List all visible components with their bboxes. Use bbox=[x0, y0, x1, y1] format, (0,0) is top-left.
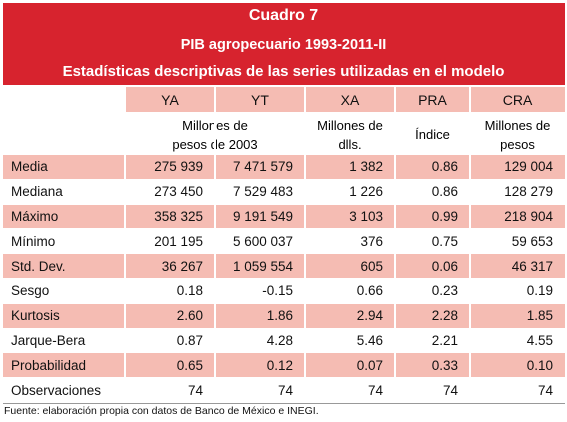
cell-value: 0.65 bbox=[176, 357, 203, 373]
column-header: YT bbox=[251, 91, 269, 108]
cell-value: 5.46 bbox=[356, 332, 383, 348]
row-label: Sesgo bbox=[11, 283, 50, 299]
cell-value: 201 195 bbox=[154, 233, 203, 249]
row-label: Observaciones bbox=[11, 382, 102, 398]
cell-value: 4.28 bbox=[266, 332, 293, 348]
cell-value: 74 bbox=[367, 382, 383, 398]
cell-value: 1.86 bbox=[266, 308, 293, 324]
cell-value: 0.19 bbox=[526, 283, 553, 299]
cell-value: 128 279 bbox=[504, 184, 553, 200]
row-band bbox=[3, 155, 565, 179]
row-label: Jarque-Bera bbox=[11, 332, 86, 348]
unit-label: Índice bbox=[415, 127, 450, 142]
column-header: PRA bbox=[418, 91, 447, 108]
column-separator bbox=[304, 87, 306, 403]
cell-value: 74 bbox=[187, 382, 203, 398]
cell-value: 0.99 bbox=[431, 208, 458, 224]
cell-value: 74 bbox=[442, 382, 458, 398]
cell-value: 74 bbox=[537, 382, 553, 398]
row-band bbox=[3, 303, 565, 328]
column-separator bbox=[394, 87, 396, 403]
row-label: Std. Dev. bbox=[11, 258, 66, 274]
cell-value: 2.21 bbox=[431, 332, 458, 348]
source-note: Fuente: elaboración propia con datos de … bbox=[4, 405, 319, 417]
cell-value: 0.86 bbox=[431, 184, 458, 200]
unit-label: Millones de pesos bbox=[484, 118, 551, 152]
table-number: Cuadro 7 bbox=[248, 7, 319, 24]
cell-value: 4.55 bbox=[526, 332, 553, 348]
title-band bbox=[3, 3, 565, 85]
cell-value: 0.66 bbox=[356, 283, 383, 299]
column-separator bbox=[124, 87, 126, 403]
cell-value: 129 004 bbox=[504, 159, 553, 175]
cell-value: 275 939 bbox=[154, 159, 203, 175]
bottom-rule bbox=[3, 403, 565, 404]
cell-value: 1 226 bbox=[349, 184, 383, 200]
cell-value: 0.86 bbox=[431, 159, 458, 175]
row-label: Media bbox=[11, 159, 48, 175]
cell-value: 0.75 bbox=[431, 233, 458, 249]
cell-value: 0.18 bbox=[176, 283, 203, 299]
row-label: Probabilidad bbox=[11, 357, 87, 373]
cell-value: 1.85 bbox=[526, 308, 553, 324]
cell-value: 0.87 bbox=[176, 332, 203, 348]
cell-value: 358 325 bbox=[154, 208, 203, 224]
cell-value: 273 450 bbox=[154, 184, 203, 200]
cell-value: 605 bbox=[360, 258, 383, 274]
cell-value: 1 382 bbox=[349, 159, 383, 175]
table-subtitle: Estadísticas descriptivas de las series … bbox=[62, 63, 505, 80]
row-label: Mínimo bbox=[11, 233, 56, 249]
row-label: Máximo bbox=[11, 208, 59, 224]
cell-value: 59 653 bbox=[511, 233, 553, 249]
row-band bbox=[3, 353, 565, 378]
column-header: CRA bbox=[502, 91, 533, 108]
cell-value: 0.23 bbox=[431, 283, 458, 299]
cell-value: 7 529 483 bbox=[232, 184, 293, 200]
cell-value: 0.12 bbox=[266, 357, 293, 373]
cell-value: 5 600 037 bbox=[232, 233, 293, 249]
column-separator bbox=[214, 87, 216, 403]
row-band bbox=[3, 204, 565, 229]
row-band bbox=[3, 254, 565, 278]
cell-value: 1 059 554 bbox=[232, 258, 293, 274]
cell-value: 0.07 bbox=[356, 357, 383, 373]
row-label: Kurtosis bbox=[11, 308, 60, 324]
cell-value: 9 191 549 bbox=[232, 208, 293, 224]
unit-label: Millones de dlls. bbox=[317, 118, 383, 152]
cell-value: 2.28 bbox=[431, 308, 458, 324]
cell-value: 2.60 bbox=[176, 308, 203, 324]
cell-value: 218 904 bbox=[504, 208, 553, 224]
cell-value: 0.06 bbox=[431, 258, 458, 274]
column-header: YA bbox=[161, 91, 179, 108]
column-header: XA bbox=[340, 91, 360, 108]
cell-value: 74 bbox=[277, 382, 293, 398]
cell-value: 46 317 bbox=[511, 258, 553, 274]
cell-value: -0.15 bbox=[262, 283, 293, 299]
cell-value: 0.33 bbox=[431, 357, 458, 373]
column-separator bbox=[469, 87, 471, 403]
header-band bbox=[125, 87, 565, 112]
cell-value: 2.94 bbox=[356, 308, 383, 324]
row-label: Mediana bbox=[11, 184, 63, 200]
cell-value: 7 471 579 bbox=[232, 159, 293, 175]
table-title: PIB agropecuario 1993-2011-II bbox=[180, 37, 387, 53]
cell-value: 0.10 bbox=[526, 357, 553, 373]
cell-value: 376 bbox=[360, 233, 383, 249]
cell-value: 3 103 bbox=[349, 208, 383, 224]
cell-value: 36 267 bbox=[161, 258, 203, 274]
